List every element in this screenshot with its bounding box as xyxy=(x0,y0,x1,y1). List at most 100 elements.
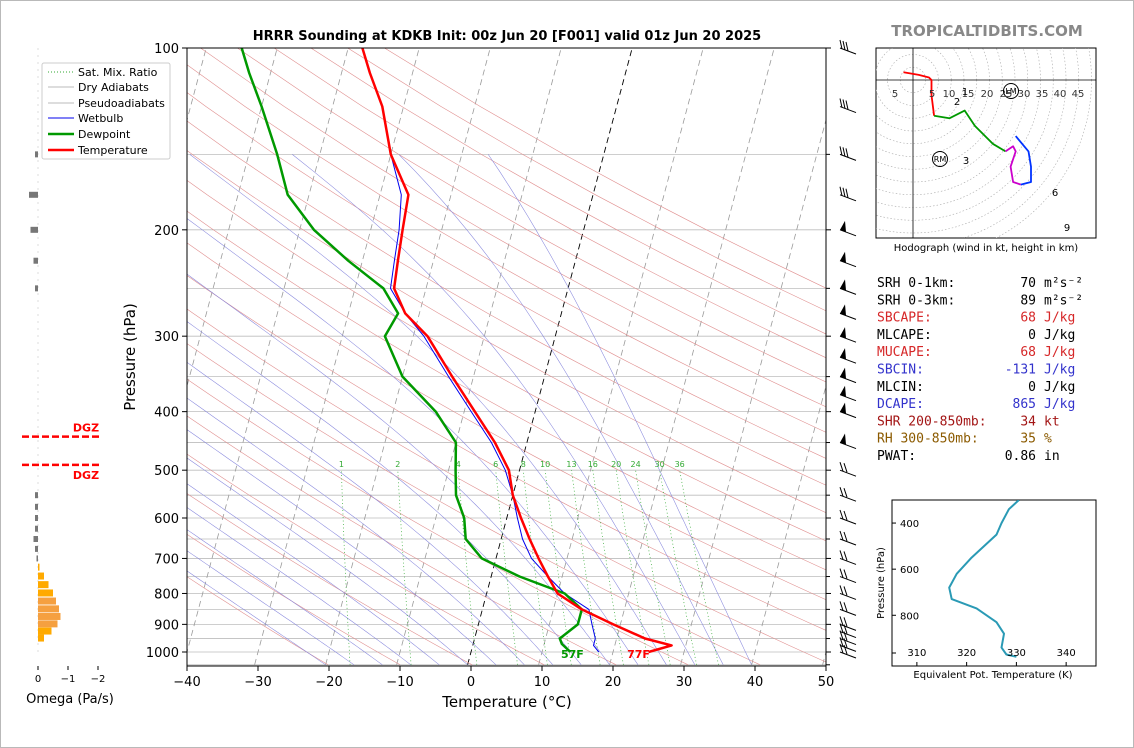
wind-barb-shaft xyxy=(839,494,857,502)
wind-barb-flag xyxy=(842,147,846,157)
wind-barb-pennant xyxy=(840,433,846,445)
hodograph-segment xyxy=(903,71,935,116)
surface-temp-label: 77F xyxy=(627,648,650,661)
hodograph-ring-label: 45 xyxy=(1072,89,1085,100)
omega-bar-up xyxy=(38,634,44,642)
theta-e-frame xyxy=(891,499,1097,667)
storm-motion-label: RM xyxy=(934,155,947,164)
legend-label: Sat. Mix. Ratio xyxy=(78,66,158,79)
wind-barb-flag xyxy=(839,568,844,578)
isotherm-line xyxy=(187,48,349,654)
omega-bar-down xyxy=(35,503,38,510)
wind-barb-shaft xyxy=(839,411,857,419)
stat-unit: J/kg xyxy=(1044,345,1075,360)
storm-motion-label: LM xyxy=(1005,87,1016,96)
pseudoadiabat-line xyxy=(187,429,497,666)
hodograph-height-label: 1 xyxy=(962,87,968,98)
stat-value: 89 xyxy=(1020,293,1036,308)
wind-barb-flag xyxy=(843,644,848,655)
wind-barb-flag xyxy=(839,601,844,611)
legend-label: Dry Adiabats xyxy=(78,81,149,94)
omega-bar-down xyxy=(35,151,38,158)
wind-barb-flag xyxy=(842,99,846,109)
stat-unit: J/kg xyxy=(1044,328,1075,343)
omega-bar-down xyxy=(30,226,38,233)
skewt-profiles: 77F 57F xyxy=(240,48,673,661)
mixing-ratio-line xyxy=(341,470,351,665)
theta-e-y-tick-label: 600 xyxy=(900,565,919,576)
x-tick-label: −40 xyxy=(173,675,200,690)
y-tick-label: 400 xyxy=(154,406,179,421)
wind-barb-flag xyxy=(843,551,848,561)
x-tick-label: −30 xyxy=(244,675,271,690)
dry-adiabat-line xyxy=(187,150,826,513)
dry-adiabat-line xyxy=(200,48,826,408)
wind-barb-flag xyxy=(842,187,846,197)
stat-value: 34 xyxy=(1020,414,1036,429)
wind-barb-shaft xyxy=(839,394,857,402)
stat-row: SBCAPE: 68 J/kg xyxy=(877,311,1075,326)
wind-barb-shaft xyxy=(839,335,857,343)
omega-xlabel: Omega (Pa/s) xyxy=(26,692,114,707)
theta-e-x-tick-label: 310 xyxy=(907,648,926,659)
sounding-stats: SRH 0-1km: 70 m²s⁻² SRH 0-3km: 89 m²s⁻² SBCAPE… xyxy=(877,276,1083,464)
stat-label: SRH 0-3km: xyxy=(877,293,955,308)
omega-bar-down xyxy=(35,525,38,532)
hodograph-ring-label: 10 xyxy=(943,89,956,100)
hodograph-height-label: 6 xyxy=(1052,188,1058,199)
wind-barb-flag xyxy=(843,631,848,641)
isotherm-line xyxy=(325,48,491,665)
stat-label: SBCIN: xyxy=(877,363,924,378)
stat-row: RH 300-850mb: 35% xyxy=(877,432,1052,447)
stat-unit: in xyxy=(1044,449,1060,464)
theta-e-y-tick-label: 800 xyxy=(900,611,919,622)
wind-barb-flag xyxy=(845,100,849,110)
wind-barb-flag xyxy=(843,617,848,627)
stat-value: 35 xyxy=(1020,432,1036,447)
legend-label: Temperature xyxy=(77,144,148,157)
theta-e-ylabel: Pressure (hPa) xyxy=(876,547,887,619)
dry-adiabat-line xyxy=(347,48,826,312)
wind-barb-shaft xyxy=(839,356,857,364)
stat-row: SRH 0-1km: 70 m²s⁻² xyxy=(877,276,1083,291)
stat-value: 68 xyxy=(1020,311,1036,326)
wind-barb-flag xyxy=(845,188,849,198)
x-tick-label: −10 xyxy=(386,675,413,690)
omega-bar-down xyxy=(35,545,38,552)
dgz-label: DGZ xyxy=(73,422,99,435)
mixing-ratio-label: 10 xyxy=(540,460,550,469)
dry-adiabat-line xyxy=(187,378,689,666)
mixing-ratio-label: 30 xyxy=(655,460,665,469)
x-tick-label: 50 xyxy=(818,675,835,690)
chart-title: HRRR Sounding at KDKB Init: 00z Jun 20 [… xyxy=(253,29,761,44)
brand-watermark: TROPICALTIDBITS.COM xyxy=(891,22,1083,40)
wind-barb-flag xyxy=(843,624,848,634)
wind-barb-shaft xyxy=(839,576,857,584)
hodograph-ring-label: 30 xyxy=(1018,89,1031,100)
mixing-ratio-label: 13 xyxy=(566,460,576,469)
pseudoadiabat-line xyxy=(187,362,554,665)
wind-barb-flag xyxy=(839,98,843,108)
hodograph-ring-label: 25 xyxy=(1000,89,1013,100)
y-tick-label: 900 xyxy=(154,618,179,633)
wind-barb-flag xyxy=(839,623,844,633)
wind-barb-flag xyxy=(839,39,843,50)
omega-bar-down xyxy=(29,191,38,198)
stat-unit: J/kg xyxy=(1044,397,1075,412)
y-tick-label: 800 xyxy=(154,587,179,602)
omega-bar-up xyxy=(38,581,49,589)
hodograph-labels: 5 5 10 15 20 25 30 35 40 45 12 3 6 9 LM RM xyxy=(892,83,1085,234)
y-tick-label: 600 xyxy=(154,512,179,527)
stat-value: 0 xyxy=(1028,380,1036,395)
wind-barb-flag xyxy=(839,550,844,560)
surface-dewpoint-label: 57F xyxy=(561,648,584,661)
x-tick-label: 20 xyxy=(605,675,622,690)
wind-barb-flag xyxy=(843,531,848,542)
hodograph xyxy=(876,48,1096,238)
wind-barb-shaft xyxy=(839,592,857,600)
dry-adiabat-line xyxy=(237,48,826,383)
wind-barb-flag xyxy=(839,585,844,595)
theta-e-x-tick-label: 320 xyxy=(957,648,976,659)
skewt-xlabel: Temperature (°C) xyxy=(441,693,571,711)
omega-bar-down xyxy=(33,257,38,264)
